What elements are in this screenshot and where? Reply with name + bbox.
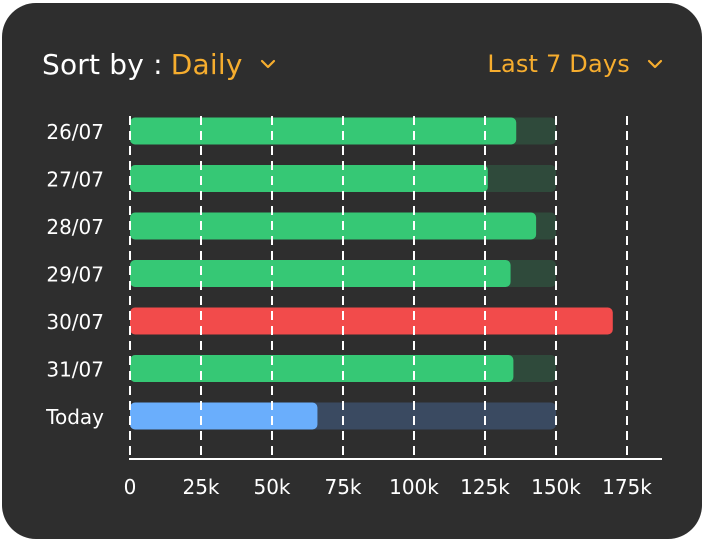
x-tick-label: 75k	[324, 475, 361, 499]
x-tick-label: 175k	[602, 475, 652, 499]
bar[interactable]	[130, 355, 514, 382]
y-tick-label: Today	[45, 405, 104, 429]
bar[interactable]	[130, 307, 613, 335]
y-tick-label: 28/07	[46, 215, 104, 239]
x-tick-label: 150k	[531, 475, 581, 499]
x-tick-label: 50k	[253, 475, 290, 499]
chevron-down-icon[interactable]	[646, 58, 664, 70]
bar[interactable]	[130, 402, 318, 430]
x-tick-label: 0	[124, 475, 137, 499]
y-tick-label: 27/07	[46, 168, 104, 192]
y-tick-label: 29/07	[46, 263, 104, 287]
sort-control[interactable]: Sort by : Daily	[42, 44, 277, 84]
period-dropdown-value[interactable]: Last 7 Days	[487, 50, 630, 78]
bar[interactable]	[130, 260, 511, 287]
bar[interactable]	[130, 165, 488, 192]
y-tick-label: 31/07	[46, 358, 104, 382]
x-tick-label: 125k	[460, 475, 510, 499]
period-control[interactable]: Last 7 Days	[487, 44, 664, 84]
x-tick-label: 25k	[182, 475, 219, 499]
y-tick-label: 26/07	[46, 120, 104, 144]
bar[interactable]	[130, 117, 517, 145]
chevron-down-icon[interactable]	[259, 58, 277, 70]
y-tick-label: 30/07	[46, 310, 104, 334]
sort-label: Sort by :	[42, 47, 163, 81]
bar[interactable]	[130, 212, 537, 240]
sort-dropdown-value[interactable]: Daily	[170, 47, 243, 81]
x-tick-label: 100k	[389, 475, 439, 499]
